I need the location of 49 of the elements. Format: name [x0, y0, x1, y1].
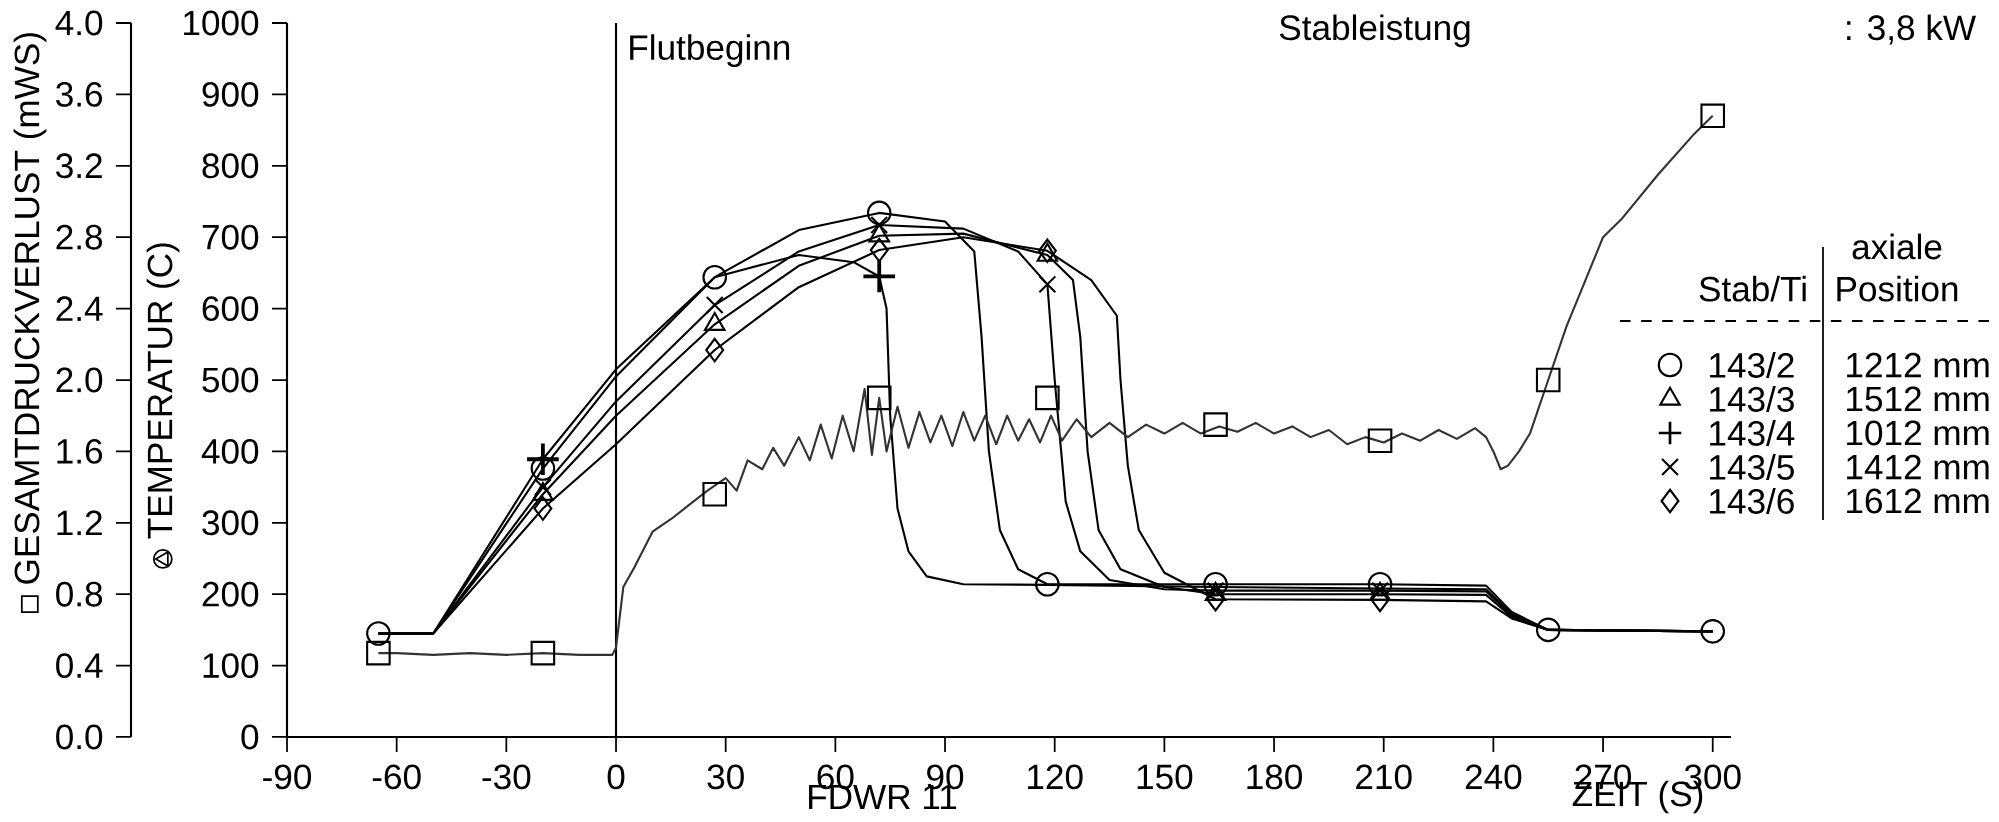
text: : 3,8 kW — [1847, 14, 1976, 45]
x-tick-label: 30 — [707, 764, 744, 790]
y-tick-label: 500 — [202, 367, 259, 393]
x-tick-label: 180 — [1247, 764, 1302, 790]
y-tick-label: 800 — [202, 153, 259, 179]
y-tick-label: 900 — [202, 81, 259, 107]
y2-tick-label: 1.2 — [57, 510, 102, 536]
x-tick-label: -60 — [372, 764, 421, 790]
text: 1512 mm — [1847, 386, 1989, 412]
y2-tick-label: 2.4 — [56, 296, 103, 321]
y-axis-title: TEMPERATUR (C) — [146, 243, 180, 539]
annotation: Stableistung — [1279, 14, 1470, 48]
x-tick-label: -30 — [482, 764, 531, 790]
legend-label: 143/6 — [1710, 488, 1794, 514]
y2-tick-label: 3.6 — [56, 81, 103, 107]
y2-tick-label: 0.8 — [56, 581, 103, 607]
x-tick-label: -90 — [263, 764, 312, 790]
x-tick-label: 120 — [1028, 764, 1083, 790]
y-tick-label: 700 — [202, 224, 259, 250]
text: 1612 mm — [1847, 488, 1989, 514]
text: axiale Position — [1837, 233, 1958, 302]
x-tick-label: 210 — [1356, 764, 1412, 790]
legend-label: 143/3 — [1710, 386, 1794, 412]
text: 1412 mm — [1847, 454, 1989, 480]
x-tick-label: 0 — [607, 764, 625, 790]
y-tick-label: 100 — [203, 653, 259, 679]
text: 1012 mm — [1847, 420, 1989, 446]
legend-label: 143/2 — [1710, 352, 1794, 378]
y2-tick-label: 0.4 — [56, 653, 103, 679]
y-tick-label: 200 — [202, 581, 259, 607]
x-tick-label: 150 — [1137, 764, 1193, 790]
y2-tick-label: 2.0 — [56, 367, 103, 393]
y-tick-label: 0 — [241, 724, 259, 750]
legend-label: 143/4 — [1710, 420, 1795, 446]
x-tick-label: 240 — [1465, 764, 1522, 790]
y-tick-label: 400 — [201, 438, 259, 464]
y2-tick-label: 2.8 — [56, 224, 103, 250]
y-tick-label: 1000 — [184, 10, 259, 36]
legend-label: 143/5 — [1710, 454, 1794, 480]
text: 1212 mm — [1847, 352, 1989, 378]
y2-axis-title: GESAMTDRUCKVERLUST (mWS) — [13, 33, 47, 584]
y2-tick-label: 0.0 — [56, 724, 103, 750]
y2-tick-label: 3.2 — [56, 153, 102, 179]
y-tick-label: 300 — [202, 510, 259, 536]
y2-tick-label: 4.0 — [55, 10, 103, 36]
ref-line-label: Flutbeginn — [630, 34, 790, 67]
y2-tick-label: 1.6 — [57, 438, 103, 464]
legend-title: Stab/Ti — [1699, 275, 1806, 302]
y-tick-label: 600 — [202, 296, 259, 322]
